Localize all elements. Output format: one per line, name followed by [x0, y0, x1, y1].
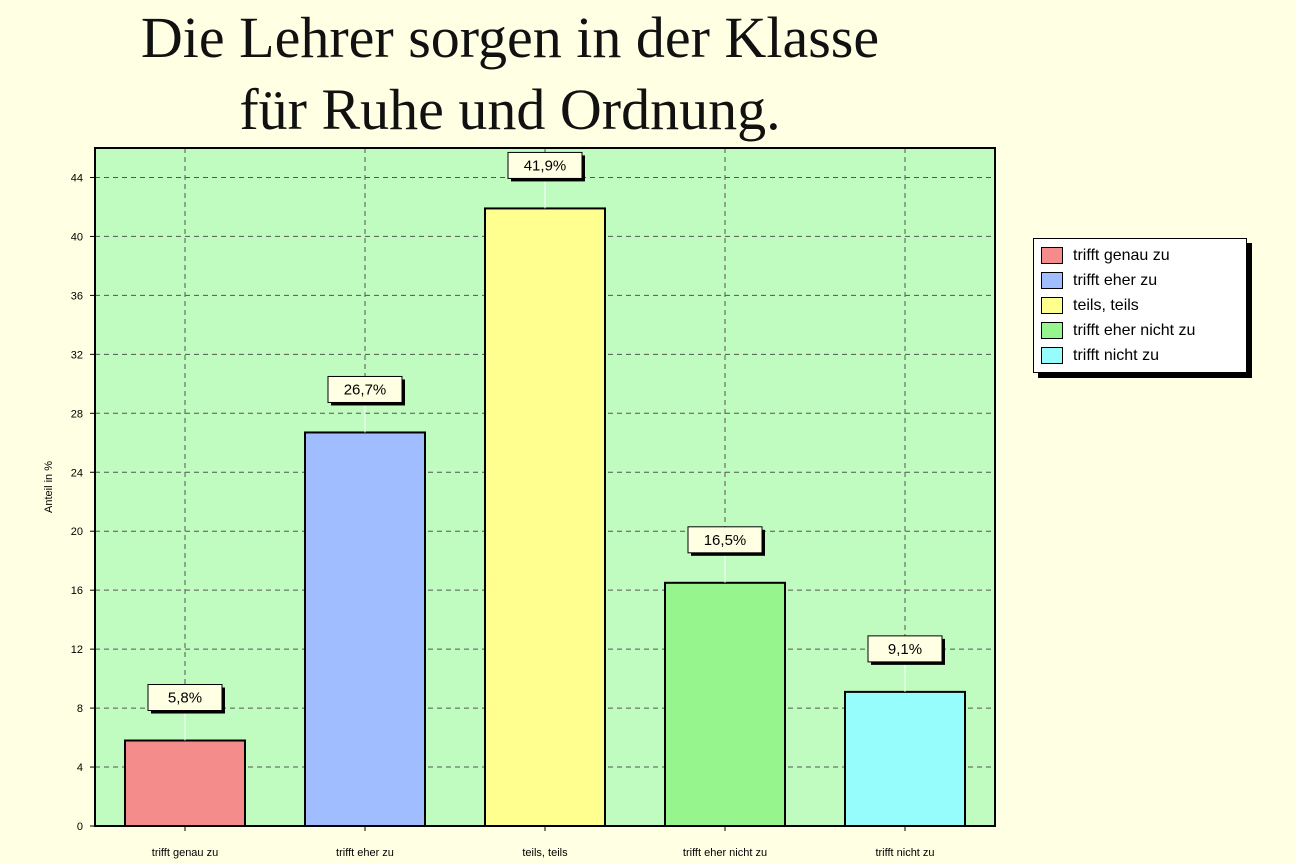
- legend-swatch: [1041, 347, 1063, 364]
- y-tick-label: 12: [71, 644, 83, 656]
- x-tick-label: trifft eher zu: [336, 847, 394, 859]
- data-label: 41,9%: [524, 157, 567, 174]
- data-label-box: [687, 526, 763, 554]
- data-label-box: [507, 151, 583, 179]
- chart-title: Die Lehrer sorgen in der Klasse für Ruhe…: [0, 2, 1020, 146]
- x-tick-label: trifft nicht zu: [875, 847, 934, 859]
- legend-item: trifft nicht zu: [1034, 343, 1246, 368]
- legend-label: trifft nicht zu: [1073, 346, 1159, 364]
- bar: [844, 690, 966, 827]
- legend-swatch: [1041, 272, 1063, 289]
- x-tick-label: trifft genau zu: [152, 847, 218, 859]
- bar: [304, 431, 426, 827]
- x-tick-label: teils, teils: [522, 847, 568, 859]
- legend-label: trifft eher nicht zu: [1073, 321, 1196, 339]
- title-line-1: Die Lehrer sorgen in der Klasse: [140, 5, 880, 70]
- y-tick-label: 16: [71, 585, 83, 597]
- legend-label: trifft eher zu: [1073, 271, 1158, 289]
- y-tick-label: 4: [77, 762, 83, 774]
- title-line-2: für Ruhe und Ordnung.: [239, 77, 781, 142]
- y-tick-label: 0: [77, 821, 83, 833]
- legend-swatch: [1041, 247, 1063, 264]
- bar: [664, 581, 786, 827]
- legend-label: trifft genau zu: [1073, 246, 1170, 264]
- legend-label: teils, teils: [1073, 296, 1139, 314]
- data-label-box: [147, 684, 223, 712]
- legend-swatch: [1041, 322, 1063, 339]
- y-tick-label: 32: [71, 349, 83, 361]
- legend-item: trifft genau zu: [1034, 243, 1246, 268]
- y-tick-label: 24: [71, 467, 83, 479]
- data-label: 16,5%: [704, 532, 747, 549]
- legend-swatch: [1041, 297, 1063, 314]
- legend-item: teils, teils: [1034, 293, 1246, 318]
- y-tick-label: 20: [71, 526, 83, 538]
- chart-legend: trifft genau zu trifft eher zu teils, te…: [1033, 238, 1247, 373]
- y-tick-label: 8: [77, 703, 83, 715]
- data-label-box: [867, 635, 943, 663]
- y-axis-label: Anteil in %: [43, 461, 55, 513]
- y-tick-label: 28: [71, 408, 83, 420]
- data-label: 9,1%: [888, 641, 922, 658]
- legend-item: trifft eher nicht zu: [1034, 318, 1246, 343]
- y-tick-label: 44: [71, 172, 83, 184]
- x-tick-label: trifft eher nicht zu: [683, 847, 767, 859]
- y-tick-label: 40: [71, 231, 83, 243]
- y-tick-label: 36: [71, 290, 83, 302]
- bar: [124, 739, 246, 828]
- bar: [484, 207, 606, 828]
- data-label: 5,8%: [168, 690, 202, 707]
- data-label-box: [327, 375, 403, 403]
- data-label: 26,7%: [344, 381, 387, 398]
- legend-item: trifft eher zu: [1034, 268, 1246, 293]
